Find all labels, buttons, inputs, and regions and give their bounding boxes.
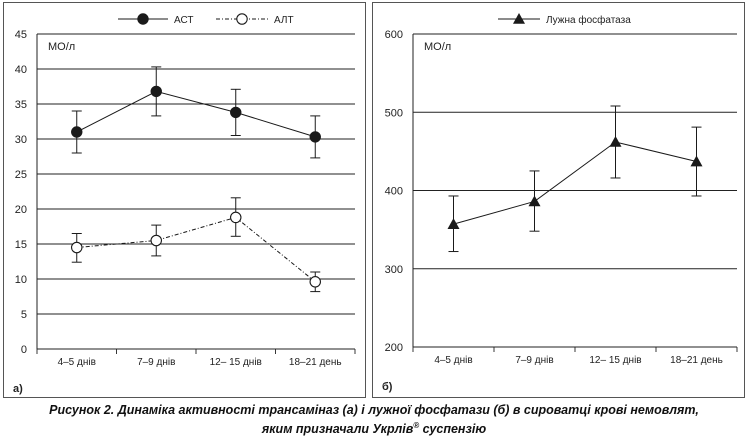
y-tick-label: 600 <box>385 29 403 41</box>
data-point <box>230 211 242 224</box>
y-unit-label: МО/л <box>424 41 451 53</box>
legend-label-0: Лужна фосфатаза <box>546 14 631 26</box>
data-point <box>528 195 541 207</box>
legend-marker-0 <box>513 13 525 24</box>
chart-panel-a: 0 5 10 15 20 25 30 35 40 45 4–5 днів 7–9 днів 12– 15… <box>3 2 366 398</box>
x-tick-label: 18–21 день <box>289 357 342 368</box>
legend-label-1: АЛТ <box>274 15 294 26</box>
data-point <box>230 106 242 119</box>
legend-label-0: АСТ <box>174 15 193 26</box>
registered-mark: ® <box>413 421 420 430</box>
x-tick-label: 12– 15 днів <box>589 355 641 366</box>
data-point <box>447 218 460 229</box>
y-tick-label: 20 <box>15 204 27 216</box>
x-tick-label: 4–5 днів <box>58 357 96 368</box>
y-tick-label: 10 <box>15 274 27 286</box>
x-tick-label: 4–5 днів <box>434 355 472 366</box>
y-tick-label: 35 <box>15 99 27 111</box>
x-tick-label: 18–21 день <box>670 355 723 366</box>
caption-line-2-start: яким призначали Укрлів <box>261 422 414 437</box>
y-tick-label: 500 <box>385 107 403 119</box>
y-tick-label: 200 <box>385 342 403 354</box>
chart-panel-b: 200 300 400 500 600 4–5 днів 7–9 днів 12– 15 дн… <box>372 2 745 398</box>
series-line-0 <box>453 141 697 225</box>
y-unit-label: МО/л <box>48 41 75 53</box>
legend-marker-1 <box>236 13 248 25</box>
y-tick-label: 45 <box>15 29 27 41</box>
data-point <box>309 131 321 143</box>
data-point <box>609 135 622 147</box>
chart-a-svg: 0 5 10 15 20 25 30 35 40 45 4–5 днів 7–9 днів 12– 15… <box>13 13 356 395</box>
series-line-1 <box>76 216 316 283</box>
x-tick-label: 7–9 днів <box>515 355 553 366</box>
caption-line-2: яким призначали Укрлів® суспензію <box>0 418 748 437</box>
data-point <box>71 241 83 254</box>
y-tick-label: 25 <box>15 169 27 181</box>
x-tick-label: 7–9 днів <box>137 357 175 368</box>
y-tick-label: 400 <box>385 186 403 198</box>
chart-b-svg: 200 300 400 500 600 4–5 днів 7–9 днів 12– 15 дн… <box>382 13 738 393</box>
data-point <box>71 126 83 138</box>
panel-label: а) <box>13 383 23 395</box>
data-point <box>150 85 162 98</box>
series-line-0 <box>76 90 316 138</box>
y-tick-label: 30 <box>15 134 27 146</box>
legend-marker-0 <box>137 13 149 25</box>
y-tick-label: 300 <box>385 264 403 276</box>
caption-line-1: Рисунок 2. Динаміка активності трансамін… <box>49 403 699 417</box>
caption-line-2-end: суспензію <box>419 422 487 437</box>
figure-caption: Рисунок 2. Динаміка активності трансамін… <box>0 402 748 437</box>
data-point <box>150 234 163 247</box>
data-point <box>690 155 703 167</box>
data-point <box>309 276 321 288</box>
x-tick-label: 12– 15 днів <box>210 357 262 368</box>
y-tick-label: 0 <box>21 344 27 356</box>
y-tick-label: 5 <box>21 309 27 321</box>
panel-label: б) <box>382 381 393 393</box>
y-tick-label: 40 <box>15 64 27 76</box>
y-tick-label: 15 <box>15 239 27 251</box>
